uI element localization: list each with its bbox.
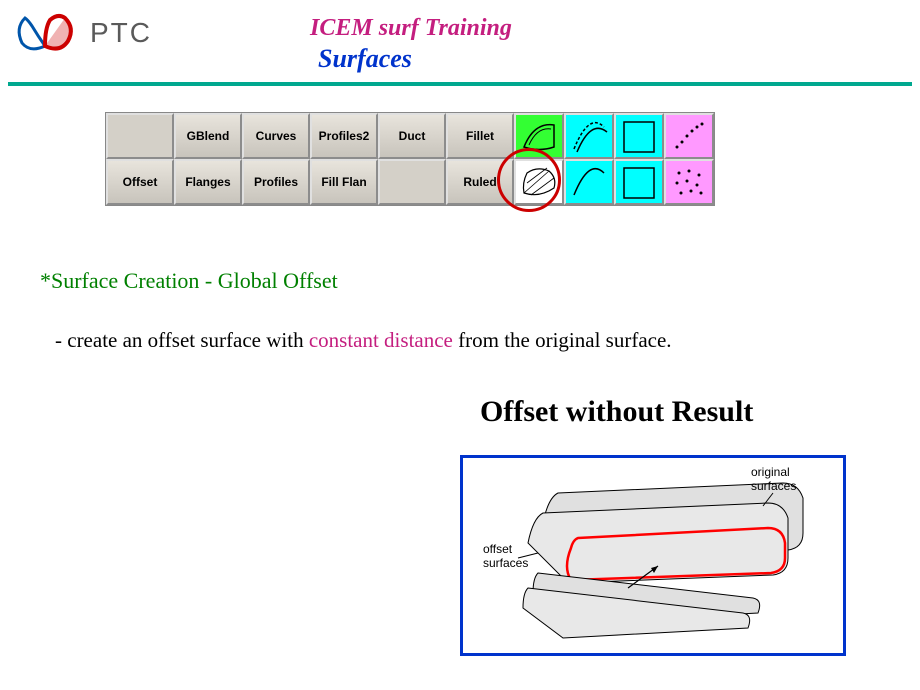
page-subtitle: Surfaces <box>318 44 512 74</box>
icon-surface-white[interactable] <box>514 159 564 205</box>
icon-surface-green-1[interactable] <box>514 113 564 159</box>
toolbar-btn-empty2[interactable] <box>378 159 446 205</box>
toolbar: GBlend Curves Profiles2 Duct Fillet Offs… <box>105 112 715 206</box>
icon-surface-cyan-1[interactable] <box>564 113 614 159</box>
icon-scatter-pink-2[interactable] <box>664 159 714 205</box>
toolbar-btn-flanges[interactable]: Flanges <box>174 159 242 205</box>
svg-text:surfaces: surfaces <box>751 479 796 493</box>
section-title: *Surface Creation - Global Offset <box>40 268 338 294</box>
header: PTC ICEM surf Training Surfaces <box>0 0 920 85</box>
icon-curve-cyan-3[interactable] <box>564 159 614 205</box>
ptc-logo-icon <box>10 8 80 58</box>
icon-grid <box>514 113 714 205</box>
icon-scatter-pink-1[interactable] <box>664 113 714 159</box>
body-suffix: from the original surface. <box>453 328 672 352</box>
icon-surface-cyan-2[interactable] <box>614 113 664 159</box>
toolbar-btn-profiles[interactable]: Profiles <box>242 159 310 205</box>
body-prefix: - create an offset surface with <box>55 328 309 352</box>
body-text: - create an offset surface with constant… <box>55 328 672 353</box>
toolbar-btn-fillet[interactable]: Fillet <box>446 113 514 159</box>
svg-text:surfaces: surfaces <box>483 556 528 570</box>
figure-title: Offset without Result <box>480 395 753 429</box>
toolbar-btn-gblend[interactable]: GBlend <box>174 113 242 159</box>
toolbar-btn-duct[interactable]: Duct <box>378 113 446 159</box>
icon-surface-cyan-4[interactable] <box>614 159 664 205</box>
body-highlight: constant distance <box>309 328 453 352</box>
svg-text:original: original <box>751 465 790 479</box>
toolbar-btn-curves[interactable]: Curves <box>242 113 310 159</box>
toolbar-btn-fillflan[interactable]: Fill Flan <box>310 159 378 205</box>
toolbar-btn-ruled[interactable]: Ruled <box>446 159 514 205</box>
company-name: PTC <box>90 17 152 49</box>
toolbar-btn-profiles2[interactable]: Profiles2 <box>310 113 378 159</box>
title-block: ICEM surf Training Surfaces <box>310 15 512 74</box>
figure-diagram: original surfaces offset surfaces <box>460 455 846 656</box>
header-divider <box>8 82 912 86</box>
button-grid: GBlend Curves Profiles2 Duct Fillet Offs… <box>106 113 514 205</box>
training-title: ICEM surf Training <box>310 15 512 42</box>
logo: PTC <box>10 8 152 58</box>
svg-text:offset: offset <box>483 542 513 556</box>
toolbar-btn-offset[interactable]: Offset <box>106 159 174 205</box>
toolbar-btn-empty[interactable] <box>106 113 174 159</box>
